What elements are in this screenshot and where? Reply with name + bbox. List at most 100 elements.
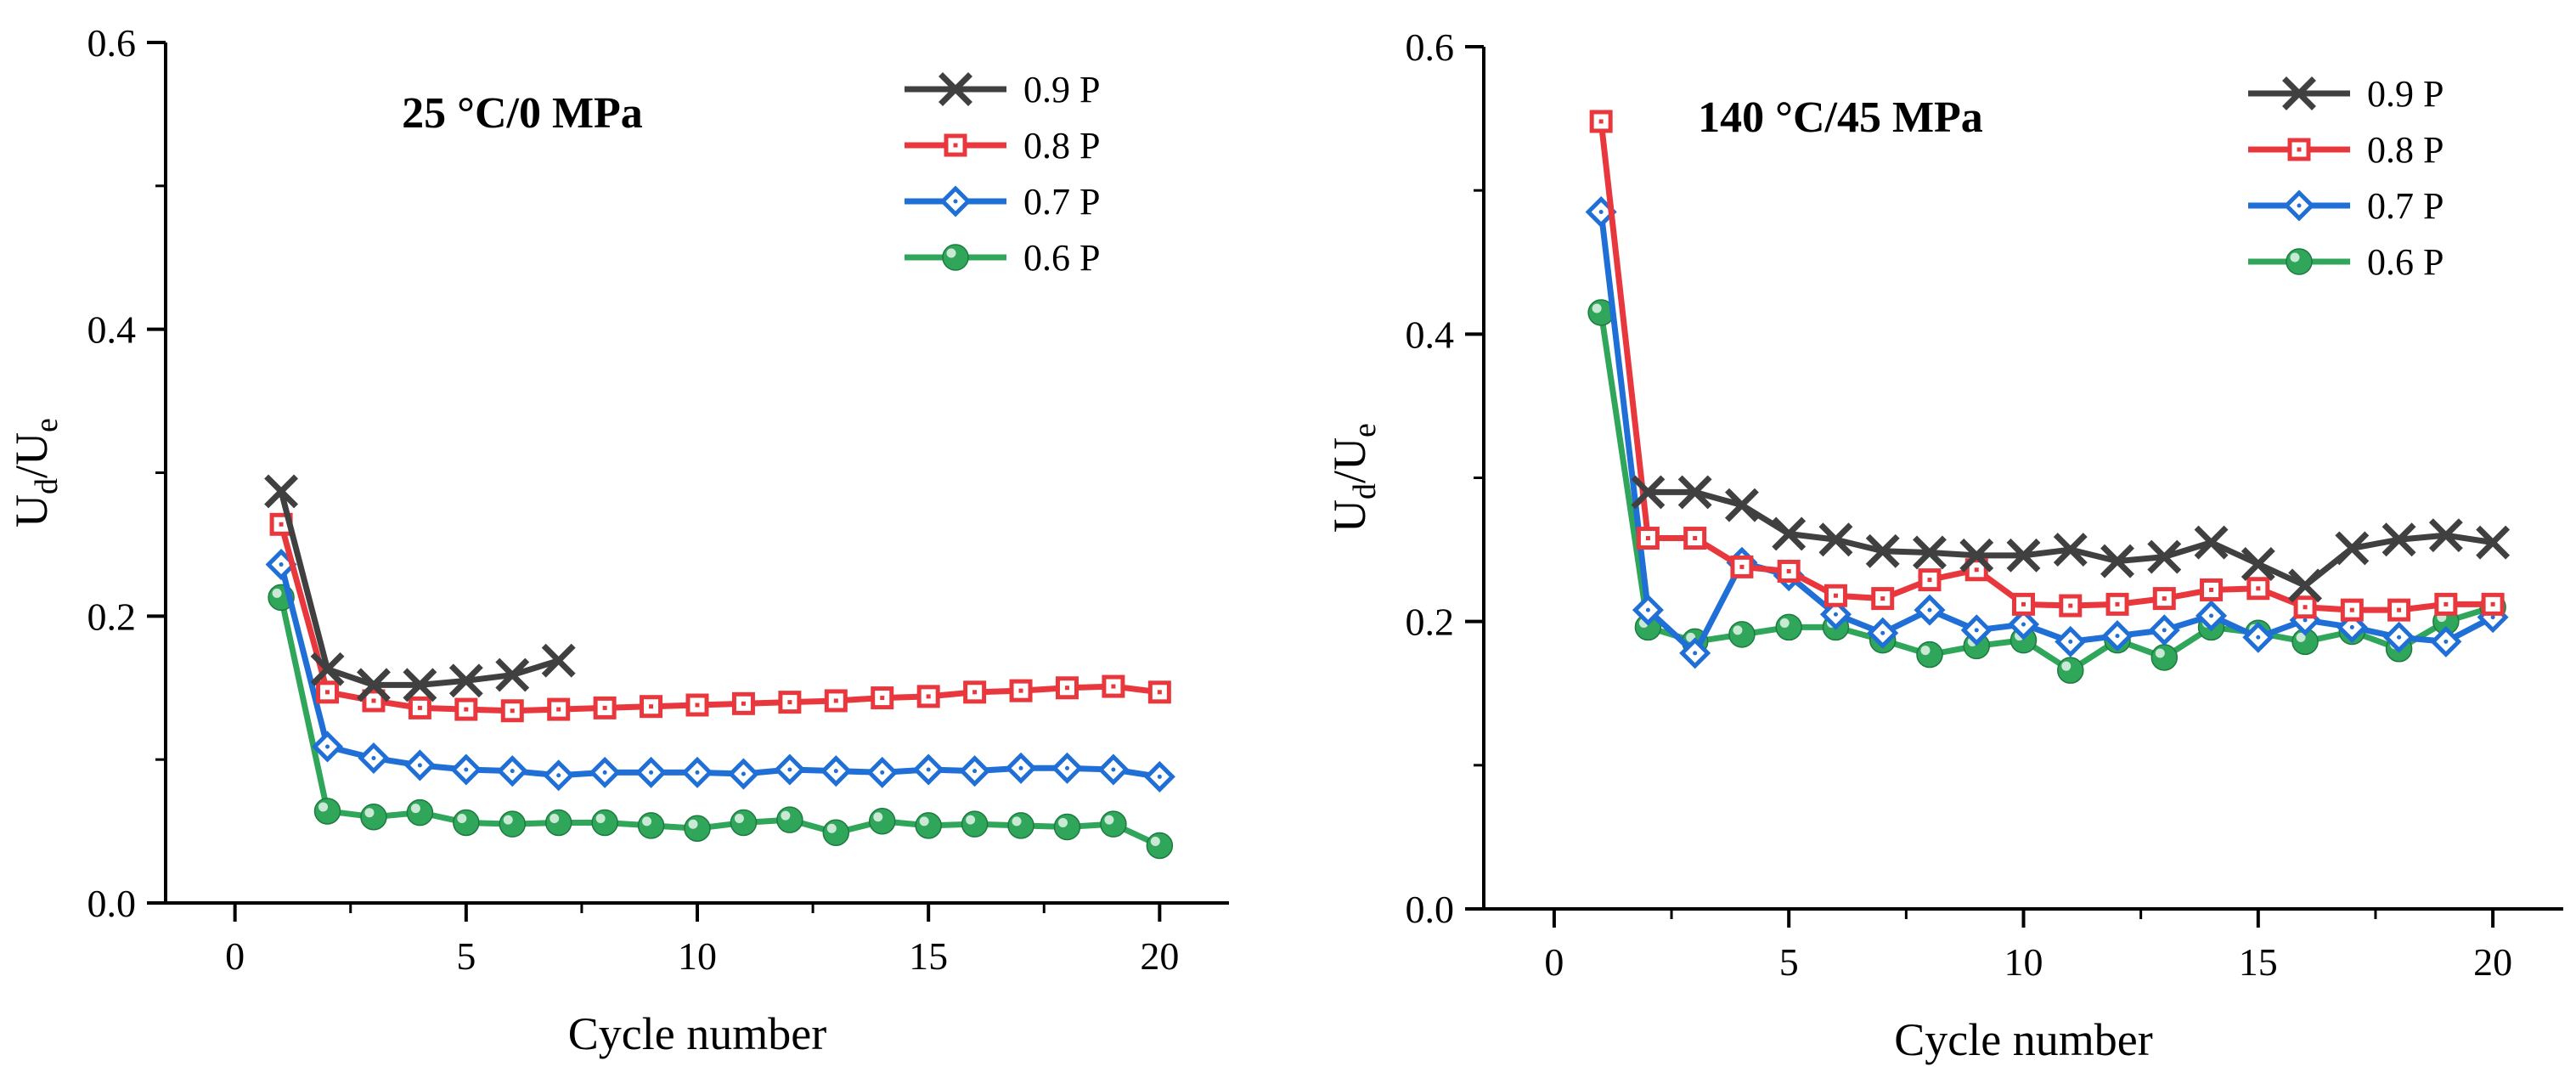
marker-0-8-p-14 (916, 685, 940, 708)
series-0-9-p (264, 474, 576, 702)
marker-0-9-p-11 (2147, 539, 2182, 574)
marker-0-6-p-2 (360, 803, 387, 831)
marker-0-6-p-14 (915, 812, 942, 839)
marker-0-9-p-6 (541, 643, 576, 678)
marker-legend-0-6-p-0 (2286, 248, 2313, 275)
marker-0-6-p-15 (2291, 628, 2319, 656)
marker-0-9-p-5 (495, 657, 530, 692)
marker-0-6-p-10 (730, 809, 758, 837)
line-0-8-p (1598, 121, 2494, 613)
marker-0-9-p-0 (264, 474, 299, 509)
marker-0-7-p-9 (681, 756, 713, 788)
marker-legend-0-7-p-0 (2283, 189, 2315, 222)
chart-right: 0 5 10 15 20 0.0 0.2 0.4 0.6 Cycle number Ud/Ue 140… (1324, 25, 2563, 1065)
legend-item-0-9-p: 0.9 P (905, 69, 1100, 110)
y-tick-label: 0.2 (1406, 601, 1455, 644)
marker-0-9-p-4 (1818, 522, 1853, 557)
marker-0-7-p-6 (1867, 617, 1899, 649)
marker-0-9-p-14 (2288, 568, 2323, 603)
series-group (264, 474, 1175, 860)
series-0-7-p (265, 549, 1175, 793)
marker-0-7-p-18 (2430, 625, 2462, 657)
marker-0-9-p-10 (2100, 544, 2134, 578)
marker-0-8-p-10 (2059, 594, 2083, 618)
marker-0-7-p-15 (959, 755, 991, 787)
marker-0-7-p-8 (1960, 614, 1993, 646)
marker-legend-0-8-p-0 (944, 133, 967, 157)
marker-0-6-p-15 (961, 810, 989, 838)
marker-0-9-p-12 (2194, 525, 2229, 560)
legend: 0.9 P 0.8 P 0.7 P 0.6 P (2248, 73, 2444, 283)
marker-0-7-p-1 (1632, 594, 1664, 626)
legend-item-0-7-p: 0.7 P (905, 181, 1100, 223)
marker-0-8-p-17 (1055, 676, 1079, 700)
y-tick-label: 0.4 (1406, 313, 1455, 356)
marker-0-7-p-12 (820, 755, 852, 787)
marker-0-7-p-18 (1097, 753, 1130, 786)
marker-0-9-p-3 (1772, 516, 1807, 551)
marker-legend-0-8-p-0 (2287, 138, 2311, 161)
marker-0-8-p-15 (963, 680, 987, 704)
marker-0-6-p-11 (776, 806, 803, 833)
marker-0-7-p-10 (2055, 625, 2087, 657)
marker-0-8-p-13 (2200, 578, 2224, 601)
marker-0-7-p-12 (2148, 614, 2180, 646)
marker-0-6-p-17 (1053, 813, 1081, 841)
x-axis-title: Cycle number (568, 1008, 826, 1059)
line-0-7-p (278, 563, 1160, 780)
marker-0-9-p-1 (310, 652, 345, 686)
marker-0-7-p-3 (403, 749, 436, 781)
marker-0-6-p-9 (684, 815, 711, 842)
legend-item-0-7-p: 0.7 P (2248, 185, 2444, 227)
marker-0-6-p-6 (544, 809, 572, 837)
marker-0-8-p-8 (1964, 558, 1988, 582)
marker-0-9-p-18 (2476, 525, 2511, 560)
marker-0-9-p-9 (2053, 533, 2088, 567)
marker-0-8-p-19 (2481, 592, 2505, 616)
marker-0-8-p-4 (1777, 559, 1801, 583)
marker-0-7-p-2 (358, 742, 390, 775)
y-tick-label: 0.2 (87, 595, 137, 638)
marker-0-8-p-9 (2012, 592, 2035, 616)
legend-item-0-8-p: 0.8 P (905, 125, 1100, 166)
series-0-8-p (269, 512, 1171, 723)
legend-item-0-8-p: 0.8 P (2248, 129, 2444, 171)
y-axis-title: Ud/Ue (6, 418, 65, 528)
marker-0-8-p-19 (1147, 680, 1171, 704)
marker-0-8-p-0 (1589, 110, 1613, 133)
marker-0-8-p-11 (778, 691, 802, 714)
series-0-9-p (1631, 475, 2511, 603)
marker-0-8-p-7 (593, 696, 617, 719)
marker-0-7-p-13 (2196, 600, 2228, 632)
marker-0-8-p-8 (640, 695, 663, 719)
marker-0-6-p-12 (822, 819, 850, 847)
marker-0-8-p-7 (1918, 568, 1942, 592)
marker-0-8-p-10 (731, 691, 755, 715)
marker-0-6-p-12 (2150, 644, 2179, 671)
legend-item-0-9-p: 0.9 P (2248, 73, 2444, 115)
legend-label-0-8-p: 0.8 P (1023, 125, 1100, 166)
marker-0-6-p-4 (453, 809, 480, 837)
x-tick-label: 20 (2473, 940, 2512, 984)
marker-0-6-p-3 (406, 798, 434, 827)
marker-0-8-p-6 (547, 697, 571, 721)
x-tick-label: 5 (1779, 940, 1799, 984)
panel-title: 140 °C/45 MPa (1698, 93, 1983, 142)
legend: 0.9 P 0.8 P 0.7 P 0.6 P (905, 69, 1100, 279)
marker-0-6-p-18 (1100, 810, 1127, 838)
marker-0-6-p-3 (1728, 621, 1756, 648)
x-tick-label: 15 (2239, 940, 2278, 984)
legend-label-0-9-p: 0.9 P (2367, 73, 2444, 115)
marker-0-7-p-7 (589, 756, 621, 788)
marker-0-7-p-19 (1143, 760, 1175, 793)
marker-0-6-p-16 (1007, 812, 1034, 839)
marker-0-8-p-2 (362, 689, 386, 713)
marker-0-9-p-7 (1959, 538, 1994, 573)
marker-0-6-p-5 (499, 810, 527, 838)
marker-0-7-p-17 (1051, 752, 1084, 784)
marker-0-8-p-12 (824, 689, 848, 713)
marker-0-8-p-18 (1102, 674, 1125, 698)
marker-0-8-p-11 (2105, 592, 2129, 616)
marker-0-9-p-2 (1724, 488, 1759, 522)
